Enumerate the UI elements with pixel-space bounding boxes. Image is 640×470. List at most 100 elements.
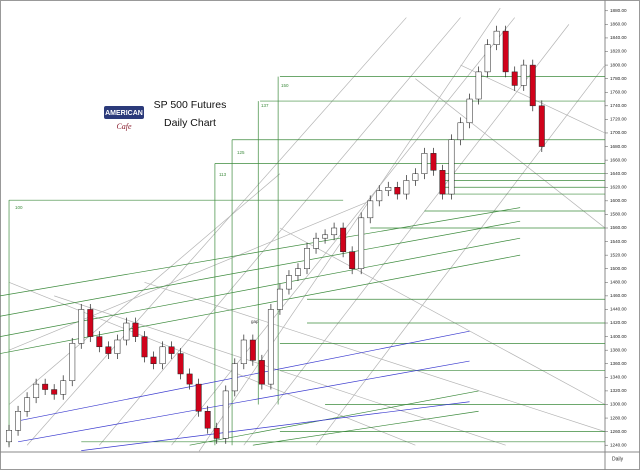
candle-body bbox=[195, 383, 202, 412]
trendline bbox=[17, 360, 470, 443]
trendline bbox=[8, 173, 281, 405]
trendline bbox=[189, 390, 479, 446]
candle-body bbox=[213, 427, 220, 439]
y-tick-label: 1660.00 bbox=[610, 157, 627, 162]
candle-body bbox=[331, 227, 338, 236]
y-tick-label: 1400.00 bbox=[610, 334, 627, 339]
candle-body bbox=[466, 98, 473, 124]
trendline bbox=[243, 24, 570, 446]
y-tick-label: 1880.00 bbox=[610, 8, 627, 13]
candle-body bbox=[403, 180, 410, 195]
candle-body bbox=[448, 139, 455, 195]
candle-body bbox=[24, 397, 31, 412]
y-tick-label: 1440.00 bbox=[610, 307, 627, 312]
candle-body bbox=[132, 322, 139, 337]
candle-body bbox=[231, 363, 238, 392]
candle-body bbox=[538, 105, 545, 147]
candle-body bbox=[304, 248, 310, 269]
y-tick-label: 1560.00 bbox=[610, 225, 627, 230]
trendline bbox=[54, 295, 506, 446]
trendline bbox=[279, 227, 605, 405]
candle-body bbox=[60, 380, 67, 395]
annotation: 150 bbox=[281, 83, 289, 88]
trendline bbox=[26, 17, 407, 446]
trendline bbox=[252, 410, 479, 446]
candle-body bbox=[42, 383, 49, 390]
candle-body bbox=[421, 153, 428, 174]
candle-body bbox=[385, 187, 392, 191]
logo-script: Cafe bbox=[116, 122, 132, 131]
y-tick-label: 1780.00 bbox=[610, 76, 627, 81]
candle-body bbox=[222, 390, 229, 439]
trendline bbox=[415, 78, 605, 229]
logo-box bbox=[104, 106, 144, 119]
y-tick-label: 1740.00 bbox=[610, 103, 627, 108]
y-tick-label: 1420.00 bbox=[610, 320, 627, 325]
annotation: 125 bbox=[237, 150, 245, 155]
candle-body bbox=[258, 360, 265, 385]
candle-body bbox=[114, 339, 121, 354]
y-tick-label: 1600.00 bbox=[610, 198, 627, 203]
trendline bbox=[0, 237, 521, 337]
candle-body bbox=[123, 322, 130, 341]
candle-body bbox=[484, 44, 491, 73]
candle-body bbox=[276, 288, 283, 310]
y-tick-label: 1720.00 bbox=[610, 117, 627, 122]
candle-body bbox=[529, 64, 536, 107]
trendline bbox=[8, 200, 371, 351]
annotation: gap bbox=[251, 319, 259, 324]
candle-body bbox=[502, 30, 509, 73]
y-axis: 1240.00 1260.00 1280.00 1300.00 1320.00 1340.… bbox=[605, 8, 627, 447]
candle-body bbox=[78, 309, 85, 344]
candle-body bbox=[105, 346, 112, 354]
candle-body bbox=[51, 389, 58, 395]
y-tick-label: 1840.00 bbox=[610, 35, 627, 40]
trendline bbox=[198, 7, 501, 452]
logo-text: AMERICAN bbox=[105, 110, 143, 117]
candle-body bbox=[168, 346, 175, 354]
y-tick-label: 1240.00 bbox=[610, 442, 627, 447]
candle-body bbox=[412, 173, 419, 181]
candle-body bbox=[322, 234, 329, 239]
trendline bbox=[81, 401, 470, 451]
annotations: 100 113 125 137 150 gap bbox=[15, 83, 289, 324]
candle-body bbox=[249, 339, 256, 361]
annotation: 100 bbox=[15, 205, 23, 210]
candle-body bbox=[475, 71, 482, 100]
candle-body bbox=[520, 64, 527, 86]
timeframe: Daily bbox=[612, 456, 624, 462]
candle-body bbox=[267, 309, 274, 385]
candle-body bbox=[367, 200, 374, 219]
candle-body bbox=[285, 275, 292, 290]
y-tick-label: 1820.00 bbox=[610, 49, 627, 54]
y-tick-label: 1680.00 bbox=[610, 144, 627, 149]
trendline bbox=[99, 17, 461, 446]
annotation: 113 bbox=[219, 172, 227, 177]
trendline bbox=[0, 254, 521, 354]
y-tick-label: 1320.00 bbox=[610, 388, 627, 393]
trendline bbox=[0, 220, 521, 317]
candle-body bbox=[150, 356, 157, 365]
candle-body bbox=[204, 411, 211, 429]
candle-body bbox=[349, 251, 356, 269]
y-tick-label: 1700.00 bbox=[610, 130, 627, 135]
candle-body bbox=[376, 190, 383, 202]
candle-body bbox=[6, 430, 12, 443]
y-tick-label: 1540.00 bbox=[610, 239, 627, 244]
y-tick-label: 1860.00 bbox=[610, 22, 627, 27]
trendline bbox=[0, 207, 521, 297]
trendline bbox=[144, 281, 605, 432]
candle-body bbox=[457, 122, 464, 141]
trendline bbox=[15, 330, 470, 422]
trendline bbox=[8, 281, 416, 446]
logo: AMERICAN Cafe bbox=[104, 106, 144, 131]
candle-body bbox=[69, 343, 76, 381]
annotation: 137 bbox=[261, 103, 269, 108]
chart-subtitle: Daily Chart bbox=[164, 117, 216, 129]
candle-body bbox=[159, 346, 166, 365]
y-tick-label: 1280.00 bbox=[610, 415, 627, 420]
candle-body bbox=[87, 309, 94, 337]
